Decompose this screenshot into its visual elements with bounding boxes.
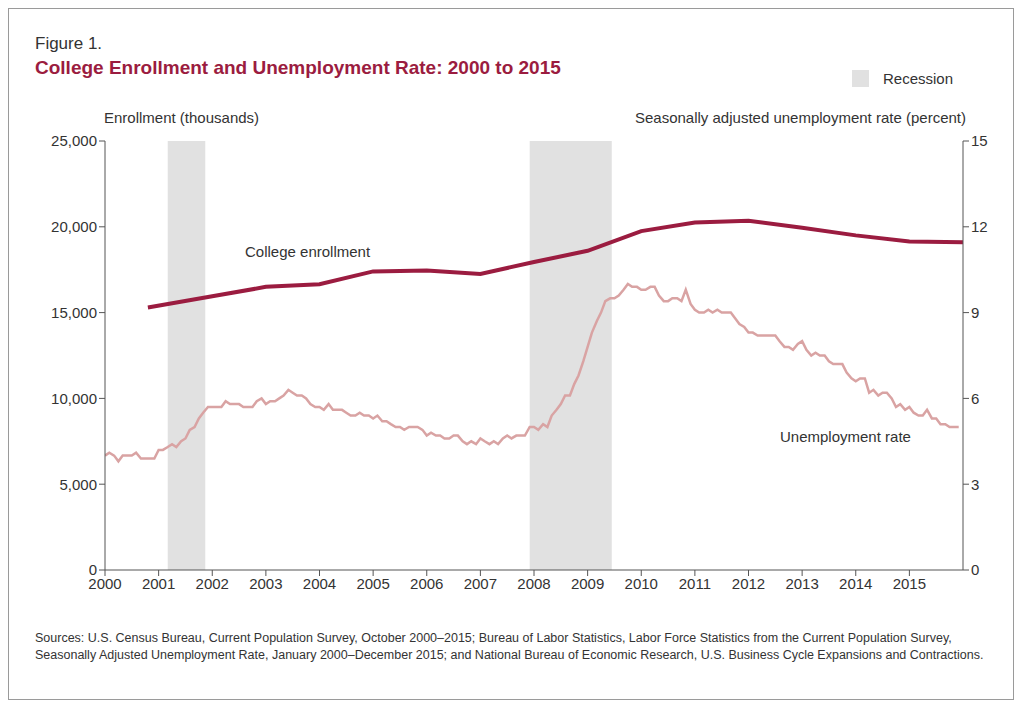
- svg-text:2011: 2011: [679, 575, 711, 592]
- html-text:Recession: Recession: [883, 70, 953, 87]
- svg-text:25,000: 25,000: [51, 132, 97, 149]
- svg-text:15: 15: [971, 132, 988, 149]
- svg-text:2014: 2014: [839, 575, 872, 592]
- svg-text:2003: 2003: [249, 575, 282, 592]
- svg-text:2001: 2001: [142, 575, 175, 592]
- svg-text:12: 12: [971, 218, 988, 235]
- svg-text:2015: 2015: [893, 575, 926, 592]
- svg-text:2005: 2005: [356, 575, 389, 592]
- svg-text:20,000: 20,000: [51, 218, 97, 235]
- svg-text:2013: 2013: [785, 575, 818, 592]
- svg-text:15,000: 15,000: [51, 304, 97, 321]
- html-text:Figure 1.: Figure 1.: [35, 34, 103, 53]
- svg-text:3: 3: [971, 476, 979, 493]
- svg-text:5,000: 5,000: [59, 476, 97, 493]
- html-text:Unemployment rate: Unemployment rate: [780, 428, 911, 445]
- svg-text:0: 0: [89, 561, 97, 578]
- svg-text:2004: 2004: [303, 575, 336, 592]
- html-text:Seasonally adjusted unemployme: Seasonally adjusted unemployment rate (p…: [635, 109, 966, 126]
- svg-text:9: 9: [971, 304, 979, 321]
- svg-text:6: 6: [971, 390, 979, 407]
- svg-text:2006: 2006: [410, 575, 443, 592]
- svg-text:2007: 2007: [464, 575, 497, 592]
- svg-text:2008: 2008: [517, 575, 550, 592]
- svg-text:2010: 2010: [625, 575, 658, 592]
- html-text:College Enrollment and Unemplo: College Enrollment and Unemployment Rate…: [35, 57, 561, 78]
- svg-text:0: 0: [971, 561, 979, 578]
- svg-text:2002: 2002: [196, 575, 229, 592]
- svg-text:2009: 2009: [571, 575, 604, 592]
- html-text:Enrollment (thousands): Enrollment (thousands): [104, 109, 260, 126]
- html-text:Sources: U.S. Census Bureau, C: Sources: U.S. Census Bureau, Current Pop…: [35, 631, 984, 662]
- svg-text:2000: 2000: [88, 574, 122, 592]
- html-text:College enrollment: College enrollment: [245, 243, 371, 260]
- svg-text:2012: 2012: [732, 575, 765, 592]
- svg-text:10,000: 10,000: [51, 390, 97, 407]
